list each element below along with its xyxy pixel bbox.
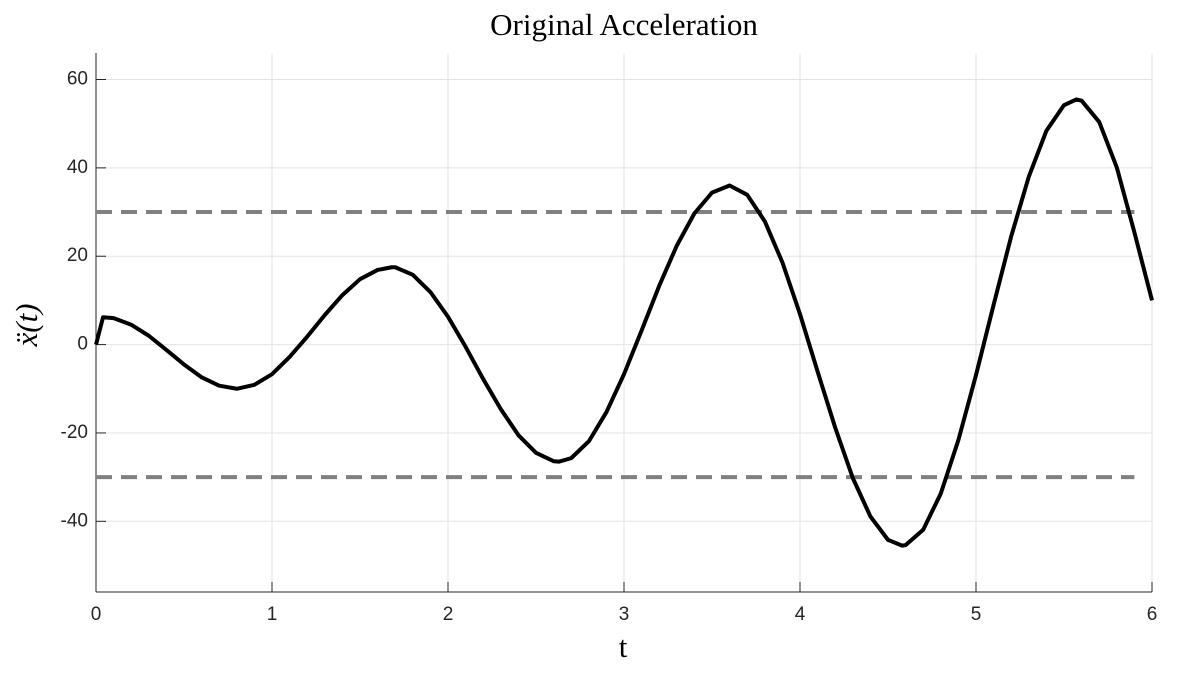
x-tick-label: 2 xyxy=(443,604,454,625)
y-tick-label: 0 xyxy=(77,334,88,355)
y-tick-label: 60 xyxy=(67,69,88,90)
chart-title: Original Acceleration xyxy=(490,7,758,42)
x-tick-label: 3 xyxy=(619,604,630,625)
x-axis-label: t xyxy=(619,629,628,664)
x-tick-label: 0 xyxy=(91,604,102,625)
y-tick-label: -20 xyxy=(61,422,88,443)
y-tick-label: 40 xyxy=(67,157,88,178)
x-tick-label: 5 xyxy=(971,604,982,625)
y-tick-label: -40 xyxy=(61,510,88,531)
y-tick-label: 20 xyxy=(67,245,88,266)
x-tick-label: 1 xyxy=(267,604,278,625)
y-axis-label: ẍ(t) xyxy=(9,303,44,347)
x-tick-label: 4 xyxy=(795,604,806,625)
x-tick-label: 6 xyxy=(1147,604,1158,625)
data-line xyxy=(94,97,1154,548)
